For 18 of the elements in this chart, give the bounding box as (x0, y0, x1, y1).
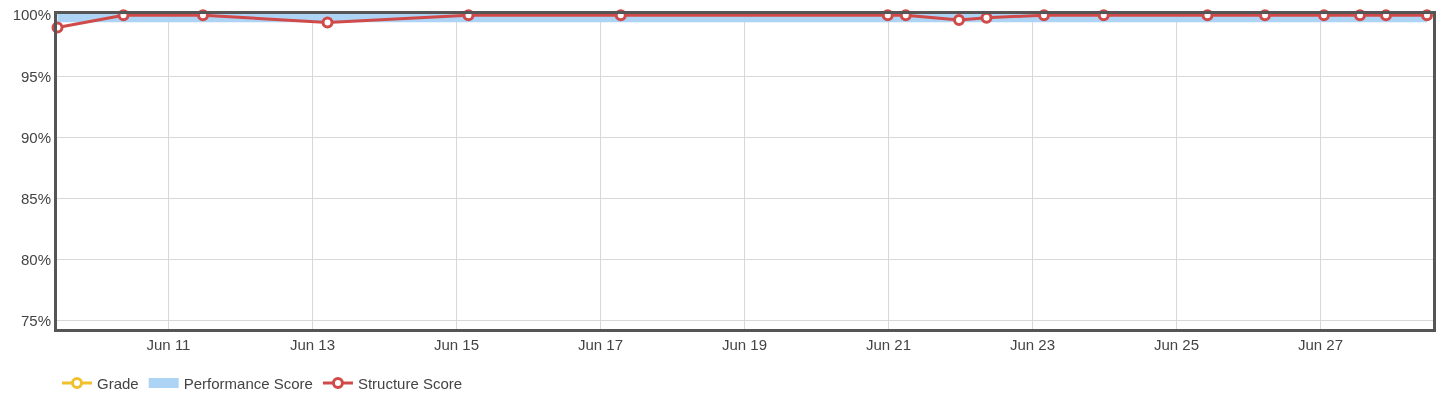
y-tick-label: 100% (12, 6, 51, 24)
legend-label: Structure Score (357, 374, 463, 392)
x-tick-label: Jun 21 (865, 336, 912, 353)
y-tick-label: 95% (20, 67, 51, 85)
y-tick-label: 80% (20, 250, 51, 268)
x-tick-label: Jun 17 (577, 336, 624, 353)
x-tick-label: Jun 27 (1297, 336, 1344, 353)
x-tick-label: Jun 11 (146, 336, 191, 353)
x-tick-label: Jun 13 (289, 336, 336, 353)
legend-label: Performance Score (183, 374, 313, 392)
y-tick-label: 90% (20, 128, 51, 146)
y-tick-label: 85% (20, 189, 51, 207)
x-tick-label: Jun 25 (1153, 336, 1200, 353)
legend-label: Grade (97, 374, 139, 392)
x-tick-label: Jun 19 (721, 336, 768, 353)
x-tick-label: Jun 23 (1009, 336, 1056, 353)
y-tick-label: 75% (20, 311, 51, 329)
x-tick-label: Jun 15 (433, 336, 480, 353)
